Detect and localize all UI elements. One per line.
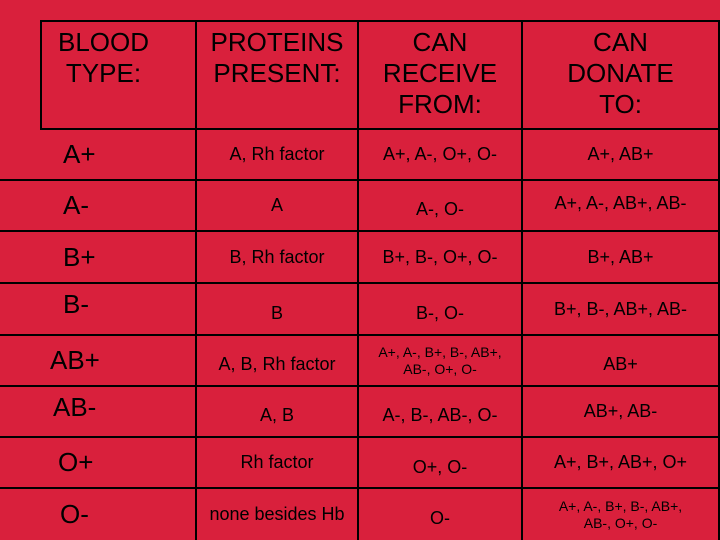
- header-proteins-label: PROTEINS PRESENT:: [210, 27, 344, 88]
- receive-label: B+, B-, O+, O-: [382, 246, 498, 267]
- donate-cell: B+, B-, AB+, AB-: [523, 284, 720, 336]
- blood-type-cell: B-: [0, 284, 197, 336]
- proteins-label: A, Rh factor: [229, 144, 325, 164]
- blood-type-label: A-: [63, 190, 89, 220]
- proteins-cell: B: [197, 284, 359, 336]
- blood-type-cell: O+: [0, 438, 197, 489]
- blood-type-label: O-: [60, 499, 89, 529]
- proteins-cell: B, Rh factor: [197, 232, 359, 284]
- receive-label: A-, O-: [416, 199, 464, 219]
- blood-type-label: AB+: [50, 345, 100, 375]
- proteins-label: B, Rh factor: [229, 246, 325, 267]
- header-receive-label: CAN RECEIVE FROM:: [382, 27, 498, 119]
- receive-label: A+, A-, B+, B-, AB+, AB-, O+, O-: [378, 343, 502, 377]
- donate-label: B+, AB+: [587, 246, 654, 267]
- blood-type-label: B-: [63, 288, 89, 319]
- receive-label: O+, O-: [412, 457, 468, 477]
- proteins-label: A, B: [259, 405, 294, 425]
- receive-label: A+, A-, O+, O-: [382, 144, 498, 164]
- header-donate-label: CAN DONATE TO:: [567, 27, 674, 119]
- receive-cell: A-, B-, AB-, O-: [359, 387, 523, 438]
- blood-type-cell: A+: [0, 130, 197, 181]
- donate-label: A+, A-, AB+, AB-: [554, 193, 687, 213]
- receive-cell: O-: [359, 489, 523, 540]
- proteins-cell: none besides Hb: [197, 489, 359, 540]
- blood-type-cell: B+: [0, 232, 197, 284]
- receive-cell: B-, O-: [359, 284, 523, 336]
- blood-type-cell: AB-: [0, 387, 197, 438]
- blood-type-cell: O-: [0, 489, 197, 540]
- receive-label: B-, O-: [416, 302, 464, 323]
- proteins-cell: Rh factor: [197, 438, 359, 489]
- receive-cell: O+, O-: [359, 438, 523, 489]
- donate-cell: A+, B+, AB+, O+: [523, 438, 720, 489]
- donate-cell: AB+, AB-: [523, 387, 720, 438]
- blood-type-label: B+: [63, 241, 96, 272]
- donate-cell: A+, AB+: [523, 130, 720, 181]
- donate-cell: AB+: [523, 336, 720, 387]
- receive-label: O-: [430, 508, 450, 528]
- donate-cell: A+, A-, B+, B-, AB+, AB-, O+, O-: [523, 489, 720, 540]
- header-receive: CAN RECEIVE FROM:: [359, 20, 523, 130]
- blood-type-table: BLOOD TYPE: PROTEINS PRESENT: CAN RECEIV…: [0, 20, 720, 540]
- blood-type-label: O+: [58, 447, 94, 477]
- receive-cell: A+, A-, B+, B-, AB+, AB-, O+, O-: [359, 336, 523, 387]
- receive-cell: A-, O-: [359, 181, 523, 232]
- blood-type-cell: AB+: [0, 336, 197, 387]
- donate-label: AB+: [603, 354, 638, 374]
- header-proteins: PROTEINS PRESENT:: [197, 20, 359, 130]
- header-blood-type-label: BLOOD TYPE:: [57, 27, 150, 88]
- donate-label: A+, B+, AB+, O+: [553, 452, 688, 472]
- header-blood-type: BLOOD TYPE:: [40, 20, 197, 130]
- proteins-label: B: [270, 302, 283, 323]
- donate-cell: B+, AB+: [523, 232, 720, 284]
- proteins-label: A, B, Rh factor: [218, 354, 336, 374]
- donate-label: B+, B-, AB+, AB-: [553, 298, 688, 319]
- blood-type-label: A+: [63, 139, 96, 169]
- receive-label: A-, B-, AB-, O-: [382, 405, 498, 425]
- header-donate: CAN DONATE TO:: [523, 20, 720, 130]
- proteins-cell: A, B: [197, 387, 359, 438]
- proteins-cell: A, B, Rh factor: [197, 336, 359, 387]
- blood-type-label: AB-: [53, 392, 97, 422]
- proteins-label: Rh factor: [240, 452, 314, 472]
- receive-cell: B+, B-, O+, O-: [359, 232, 523, 284]
- donate-cell: A+, A-, AB+, AB-: [523, 181, 720, 232]
- proteins-cell: A: [197, 181, 359, 232]
- proteins-label: A: [270, 195, 283, 215]
- receive-cell: A+, A-, O+, O-: [359, 130, 523, 181]
- proteins-cell: A, Rh factor: [197, 130, 359, 181]
- proteins-label: none besides Hb: [209, 504, 345, 524]
- donate-label: A+, A-, B+, B-, AB+, AB-, O+, O-: [558, 497, 683, 531]
- blood-type-cell: A-: [0, 181, 197, 232]
- donate-label: A+, AB+: [587, 144, 654, 164]
- donate-label: AB+, AB-: [583, 401, 658, 421]
